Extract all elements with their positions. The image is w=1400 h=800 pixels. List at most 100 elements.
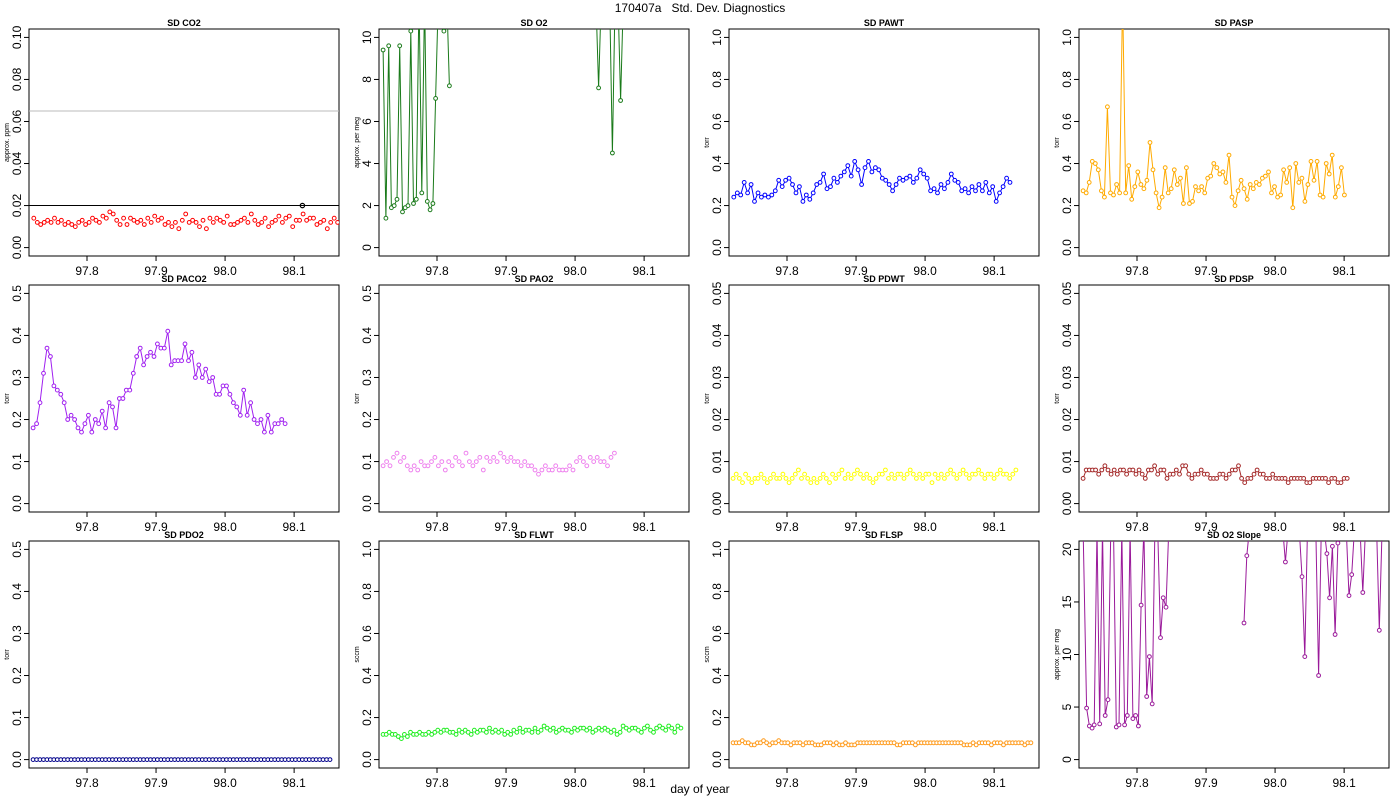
panel-sd-co2-point [266, 224, 272, 230]
panel-sd-pasp-ytick-label: 0.4 [1060, 155, 1074, 172]
panel-sd-pasp-point [1102, 194, 1107, 200]
panel-sd-o2-slope-point [1366, 527, 1370, 531]
panel-sd-pdsp-point [1233, 467, 1238, 473]
panel-sd-flwt-ytick-label: 0.2 [360, 709, 374, 726]
panel-sd-pdwt-point [755, 476, 761, 481]
panel-sd-pasp-title: SD PASP [1215, 18, 1254, 28]
panel-sd-paco2-point [196, 362, 202, 368]
panel-sd-flsp-point [818, 742, 824, 748]
panel-sd-pdsp-point [1282, 476, 1288, 481]
panel-sd-o2-slope-point [1319, 527, 1323, 531]
panel-sd-pawt-point [1000, 184, 1006, 190]
panel-sd-pdwt-point [808, 480, 814, 486]
panel-sd-co2-point [41, 220, 47, 225]
panel-sd-flwt-point [550, 725, 556, 731]
panel-sd-paco2-point [186, 358, 191, 364]
panel-sd-co2-ytick-label: 0.02 [10, 194, 24, 218]
panel-sd-o2-slope-point [1360, 590, 1366, 595]
panel-sd-paco2-point [193, 375, 198, 380]
panel-sd-pasp-point [1159, 194, 1165, 200]
panel-sd-pao2-point [436, 463, 441, 469]
panel-sd-pawt-point [807, 196, 813, 202]
panel-sd-pao2-point [508, 455, 514, 460]
panel-sd-paco2-point [44, 345, 50, 351]
panel-sd-co2-point [76, 220, 82, 225]
panel-sd-pao2-point [563, 467, 569, 473]
panel-sd-paco2-ytick-label: 0.1 [10, 453, 24, 470]
panel-sd-paco2-point [106, 400, 112, 406]
panel-sd-pawt-point [980, 188, 985, 194]
panel-sd-pasp-point [1238, 177, 1244, 183]
panel-sd-co2-point [297, 217, 303, 223]
panel-sd-pawt-point [869, 169, 875, 175]
panel-sd-pdsp-xtick-label: 98.1 [1332, 520, 1356, 534]
panel-sd-co2-point [110, 211, 116, 217]
panel-sd-pawt-point [738, 192, 744, 198]
panel-sd-pdwt-point [870, 480, 876, 486]
panel-sd-pawt-point [952, 177, 958, 183]
panel-sd-co2-point [318, 220, 323, 225]
panel-sd-pao2-point [567, 463, 572, 469]
panel-sd-co2-point [141, 222, 147, 227]
panel-sd-pdwt-point [833, 476, 839, 481]
panel-sd-o2-slope-point [1369, 527, 1373, 531]
panel-sd-pawt-point [900, 177, 906, 183]
panel-sd-pao2-point [570, 467, 576, 473]
panel-sd-co2-point [314, 222, 320, 227]
panel-sd-pawt-point [748, 182, 754, 187]
panel-sd-pawt-point [1007, 180, 1013, 185]
panel-sd-pawt-point [890, 188, 895, 194]
panel-sd-flsp-point [736, 740, 742, 746]
panel-sd-paco2-point [251, 417, 257, 422]
panel-sd-pdo2-ytick-label: 0.5 [10, 541, 24, 558]
panel-sd-co2-point [235, 220, 240, 225]
panel-sd-flsp-plot [730, 738, 1034, 748]
panel-sd-paco2-point [224, 383, 229, 389]
panel-sd-pasp-point [1229, 194, 1235, 200]
panel-sd-flwt-ytick-label: 0.0 [360, 751, 374, 768]
panel-sd-paco2-point [120, 396, 126, 401]
panel-sd-pdsp-point [1267, 476, 1272, 481]
panel-sd-pawt-point [772, 188, 778, 194]
panel-sd-pao2-point [518, 463, 524, 469]
panel-sd-flsp-ytick-label: 0.4 [710, 667, 724, 684]
panel-sd-flsp-point [843, 740, 848, 746]
panel-sd-pdwt-point [733, 471, 739, 477]
panel-sd-pdwt-point [966, 476, 972, 481]
panel-sd-co2-point [148, 220, 154, 225]
panel-sd-flwt-point [405, 734, 410, 739]
panel-sd-flwt-point [538, 727, 544, 733]
panel-sd-pawt-point [783, 177, 788, 183]
panel-sd-pawt-point [917, 167, 923, 173]
panel-sd-co2-point [311, 215, 316, 221]
panel-sd-co2-point [252, 217, 258, 223]
panel-sd-o2-plot [380, 29, 624, 221]
panel-sd-pawt-point [938, 182, 944, 187]
panel-sd-paco2-point [182, 341, 188, 347]
panel-sd-pawt-point [914, 175, 920, 181]
panel-sd-o2-slope-point [1324, 551, 1330, 556]
panel-sd-pdsp-plot [1080, 463, 1350, 486]
panel-sd-pasp-point [1232, 203, 1238, 209]
panel-sd-paco2-point [65, 417, 71, 422]
panel-sd-pdwt-point [817, 476, 823, 481]
panel-sd-flwt-point [459, 729, 465, 735]
panel-sd-pao2-point [501, 455, 507, 460]
panel-sd-co2-point [238, 217, 244, 223]
panel-sd-pdsp-point [1189, 476, 1195, 481]
panel-sd-flwt-title: SD FLWT [514, 530, 554, 540]
panel-sd-pdwt-point [917, 471, 922, 477]
panel-sd-co2-point [169, 224, 175, 230]
panel-sd-paco2-point [206, 379, 212, 385]
panel-sd-pdwt-point [901, 476, 907, 481]
panel-sd-pasp-point [1141, 186, 1147, 192]
panel-sd-paco2-point [75, 425, 81, 431]
panel-sd-pao2-point [553, 463, 559, 469]
panel-sd-co2-point [86, 220, 92, 225]
panel-sd-co2-point [155, 217, 161, 223]
panel-sd-pdsp-point [1170, 471, 1176, 477]
panel-sd-co2-point [128, 215, 133, 221]
panel-sd-flsp-ytick-label: 0.6 [710, 625, 724, 642]
panel-sd-pao2-point [394, 450, 400, 456]
